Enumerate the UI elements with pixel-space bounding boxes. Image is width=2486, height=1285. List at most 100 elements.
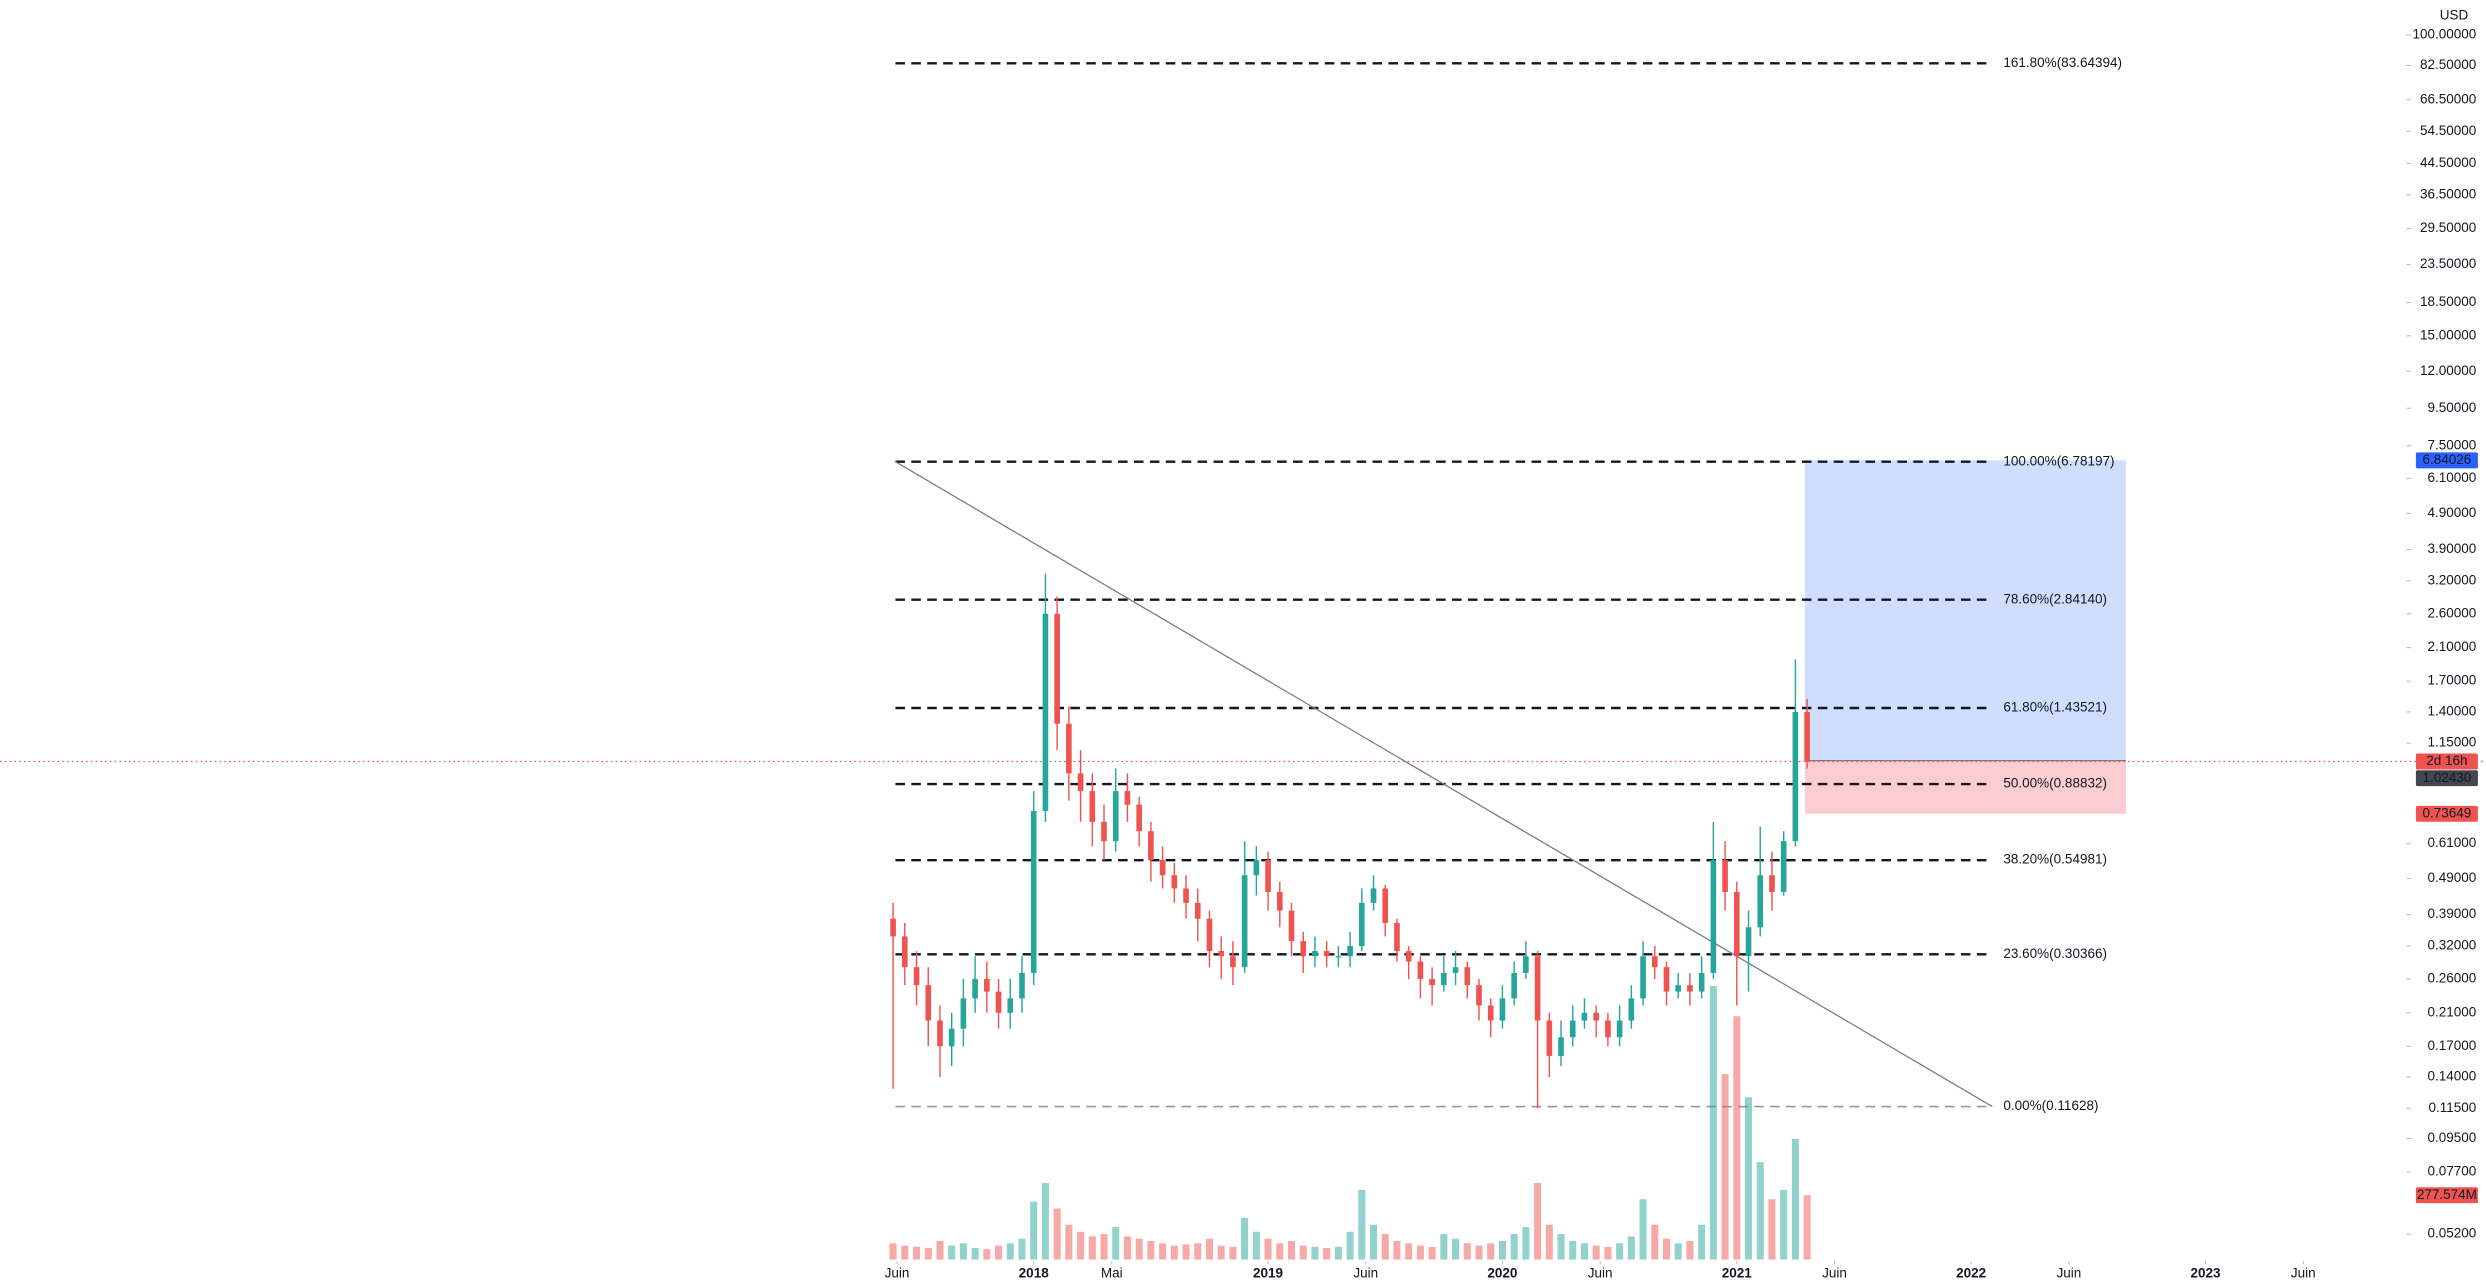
volume-bar [1299,1245,1307,1260]
volume-bar [1686,1241,1694,1260]
volume-bar [1100,1234,1108,1260]
volume-bar [1346,1231,1354,1260]
fib-level-label: 100.00%(6.78197) [2003,453,2114,468]
candle-body [1159,860,1166,876]
position-stop-zone [1804,760,2126,814]
candle-body [1042,613,1049,811]
candle-body [1698,972,1705,992]
volume-bar [959,1243,967,1260]
y-tick-label: 54.50000 [2420,123,2476,138]
y-tick-label: 4.90000 [2428,505,2477,520]
volume-bar [1088,1236,1096,1260]
volume-bar [1803,1195,1811,1260]
candle-body [1312,951,1318,957]
y-tick-label: 6.10000 [2428,470,2477,485]
candle-body [1007,998,1014,1013]
last-volume-marker: 277.574M [2417,1187,2477,1202]
y-tick-label: 0.21000 [2428,1004,2477,1019]
candle-body [1171,875,1178,889]
fib-level-label: 38.20%(0.54981) [2003,852,2107,867]
y-tick-label: 2.10000 [2428,639,2477,654]
candle-body [1394,922,1400,952]
volume-bar [1768,1199,1776,1260]
candle-body [1335,956,1342,958]
volume-bar [1452,1238,1460,1260]
candle-body [1663,967,1670,992]
volume-bar [1592,1245,1600,1260]
x-tick-label: 2023 [2191,1265,2222,1280]
y-tick-label: 1.70000 [2428,673,2477,688]
stop-price-marker-bg [2415,805,2478,822]
volume-bar [1791,1139,1799,1260]
last-price-marker: 1.02430 [2422,770,2471,785]
volume-bar [1721,1074,1729,1260]
candle-body [1722,860,1728,892]
volume-bar [1709,986,1717,1260]
volume-bar [1006,1243,1014,1260]
volume-bar [1217,1245,1225,1260]
candle-body [1218,951,1225,957]
y-tick-label: 1.15000 [2428,735,2477,750]
candle-body [1499,998,1506,1021]
candle-body [890,918,896,937]
volume-bar [1487,1243,1495,1260]
currency-label: USD [2440,7,2469,22]
candle-body [1323,951,1330,957]
volume-bar [1557,1234,1565,1260]
candle-body [937,1020,943,1047]
x-tick-label: Juin [2057,1265,2082,1280]
volume-bar [1616,1243,1624,1260]
fib-level-label: 50.00%(0.88832) [2003,776,2107,791]
volume-bar [1205,1238,1213,1260]
volume-bar [1123,1236,1131,1260]
candle-body [1429,978,1435,986]
candle-body [1136,804,1142,832]
volume-bar [1276,1243,1284,1260]
volume-bar [889,1243,897,1260]
y-tick-label: 82.50000 [2420,57,2476,72]
volume-bar [1018,1238,1026,1260]
x-tick-label: 2020 [1487,1265,1517,1280]
candle-body [925,985,932,1021]
volume-bar [1229,1246,1237,1260]
volume-bar [1053,1208,1061,1260]
candle-body [1687,985,1693,992]
candle-body [1089,791,1096,822]
candle-body [1405,951,1412,962]
target-price-marker-bg [2415,452,2478,469]
countdown-marker: 2d 16h [2426,753,2467,768]
volume-bar [1522,1227,1530,1260]
y-tick-label: 0.09500 [2428,1130,2477,1145]
volume-bar [1112,1227,1120,1260]
volume-bar [1370,1224,1378,1260]
candle-body [913,967,920,986]
candle-body [1148,831,1154,861]
volume-bar [1733,1016,1741,1260]
y-tick-label: 0.11500 [2429,1100,2477,1115]
x-tick-label: Juin [1353,1265,1378,1280]
fib-level-label: 0.00%(0.11628) [2003,1098,2098,1113]
y-tick-label: 1.40000 [2428,704,2477,719]
candle-body [1523,956,1529,973]
volume-bar [1182,1244,1190,1260]
y-tick-label: 0.32000 [2428,938,2477,953]
y-tick-label: 66.50000 [2420,91,2476,106]
volume-bar [924,1247,932,1260]
candle-body [1487,1005,1494,1021]
candle-body [1183,888,1189,903]
volume-bar [1147,1241,1155,1260]
y-tick-label: 23.50000 [2420,256,2476,271]
volume-bar [1674,1243,1682,1260]
candle-body [1745,927,1752,957]
candle-body [1077,773,1084,792]
volume-bar [913,1246,921,1260]
candle-body [1792,711,1799,842]
volume-bar [1534,1183,1542,1260]
volume-bar [936,1241,944,1260]
volume-bar [1463,1243,1471,1260]
volume-bar [1041,1183,1049,1260]
y-tick-label: 44.50000 [2420,155,2476,170]
y-tick-label: 36.50000 [2420,186,2476,201]
candle-body [1206,918,1213,952]
